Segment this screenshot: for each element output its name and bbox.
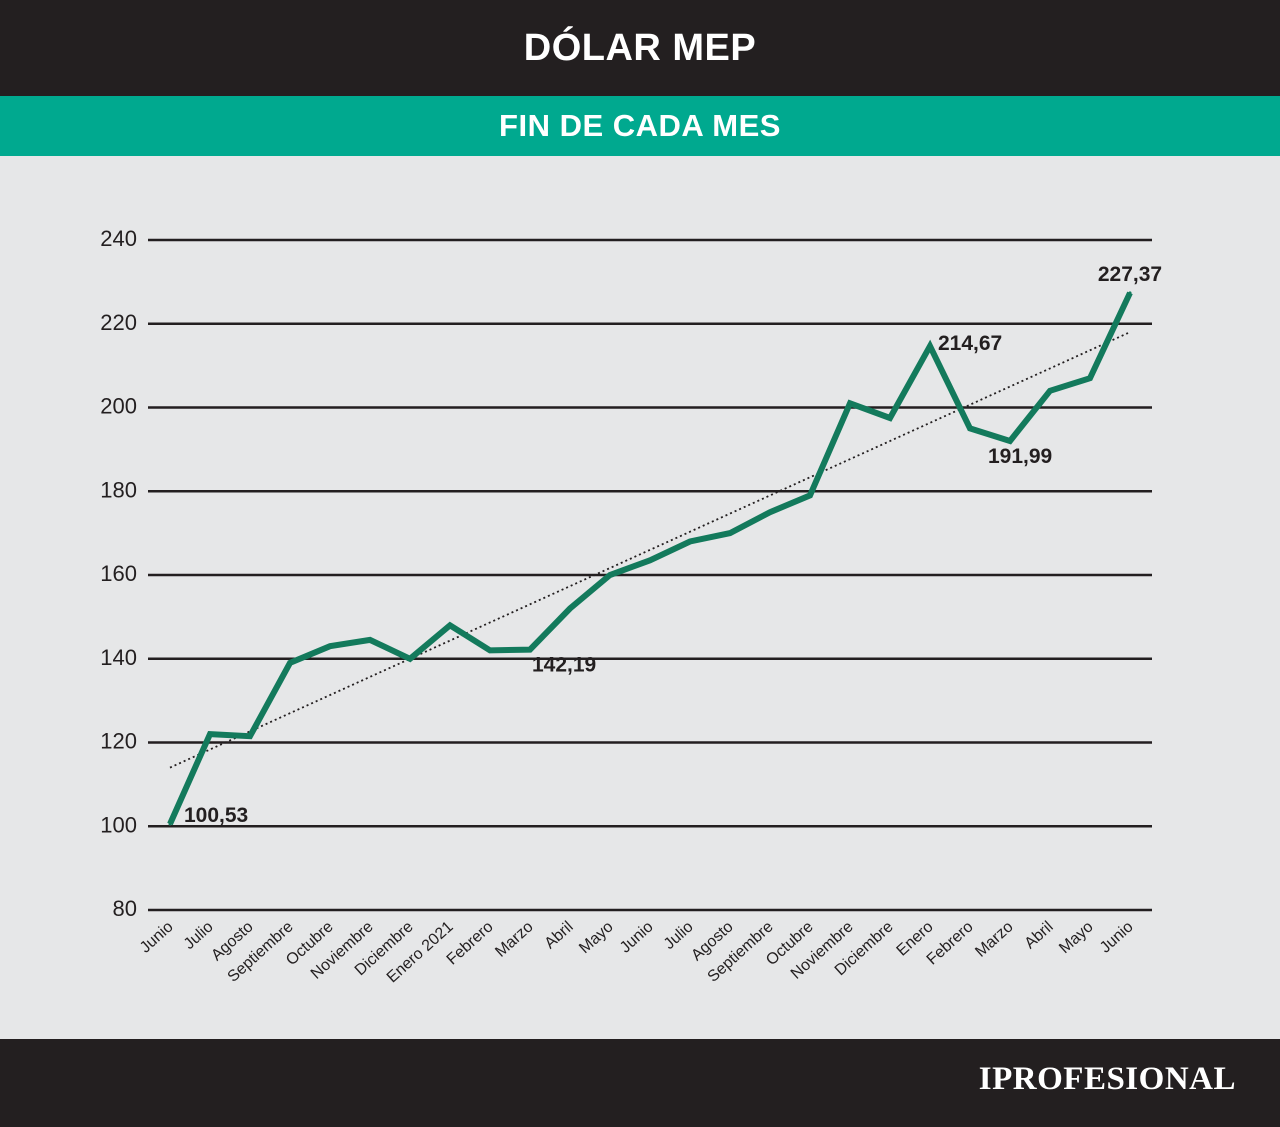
data-point <box>608 573 612 577</box>
data-point <box>728 531 732 535</box>
header-bar: DÓLAR MEP <box>0 0 1280 96</box>
data-point <box>568 607 572 610</box>
data-point <box>928 344 932 348</box>
data-point <box>648 558 652 562</box>
chart-title: DÓLAR MEP <box>523 26 757 69</box>
data-point <box>288 661 292 665</box>
data-point <box>768 510 772 514</box>
chart-subtitle: FIN DE CADA MES <box>499 108 781 143</box>
trendline-group <box>169 331 1131 769</box>
data-point <box>1128 291 1132 295</box>
data-point <box>248 734 252 738</box>
data-point <box>448 623 452 627</box>
x-tick-label: Junio <box>617 918 657 956</box>
data-point <box>968 426 972 430</box>
chart-area: 80 100 120 140 160 180 200 220 240 100,53 142,19 2… <box>0 156 1280 1039</box>
data-point <box>888 416 892 420</box>
x-tick-label: Junio <box>1097 918 1137 956</box>
gridlines <box>148 238 1152 912</box>
data-point <box>168 822 172 826</box>
x-tick-label: Abril <box>542 918 577 952</box>
data-label: 191,99 <box>988 445 1052 468</box>
data-label: 214,67 <box>938 332 1002 355</box>
x-tick-label: Junio <box>137 918 177 956</box>
y-tick-label: 220 <box>100 310 137 335</box>
data-point <box>328 644 332 648</box>
x-axis-labels: Junio JulioAgostoSeptiembreOctubreNoviemb… <box>137 918 1137 986</box>
data-point <box>488 648 492 652</box>
data-point <box>408 657 412 661</box>
brand-logo: IPROFESIONAL <box>978 1061 1236 1097</box>
x-tick-label: Mayo <box>1056 918 1097 957</box>
y-tick-label: 180 <box>100 477 137 502</box>
data-point <box>368 638 372 642</box>
x-tick-label: Abril <box>1022 918 1057 952</box>
data-point <box>688 540 692 543</box>
y-tick-label: 140 <box>100 645 137 670</box>
data-point <box>1088 376 1092 380</box>
y-tick-label: 120 <box>100 729 137 754</box>
data-labels: 100,53 142,19 214,67 191,99 227,37 <box>184 263 1162 827</box>
data-point <box>848 401 852 405</box>
y-tick-label: 200 <box>100 394 137 419</box>
x-tick-label: Mayo <box>576 918 617 957</box>
series-group <box>167 291 1133 826</box>
data-point <box>1048 389 1052 393</box>
data-label: 227,37 <box>1098 263 1162 286</box>
data-label: 142,19 <box>532 654 596 677</box>
data-point <box>808 493 812 497</box>
series-line <box>167 291 1133 826</box>
y-tick-label: 100 <box>100 812 137 837</box>
trendline <box>169 331 1131 769</box>
data-point <box>528 648 532 652</box>
footer-bar: IPROFESIONAL <box>0 1039 1280 1127</box>
x-tick-label: Marzo <box>972 918 1016 960</box>
y-tick-label: 80 <box>113 896 137 921</box>
y-axis-labels: 80 100 120 140 160 180 200 220 240 <box>100 226 137 921</box>
x-tick-label: Marzo <box>492 918 536 960</box>
data-label: 100,53 <box>184 804 248 827</box>
data-point <box>208 732 212 736</box>
y-tick-label: 240 <box>100 226 137 251</box>
subheader-bar: FIN DE CADA MES <box>0 96 1280 156</box>
y-tick-label: 160 <box>100 561 137 586</box>
data-point <box>1008 439 1012 443</box>
line-chart: 80 100 120 140 160 180 200 220 240 100,53 142,19 2… <box>100 226 1162 986</box>
